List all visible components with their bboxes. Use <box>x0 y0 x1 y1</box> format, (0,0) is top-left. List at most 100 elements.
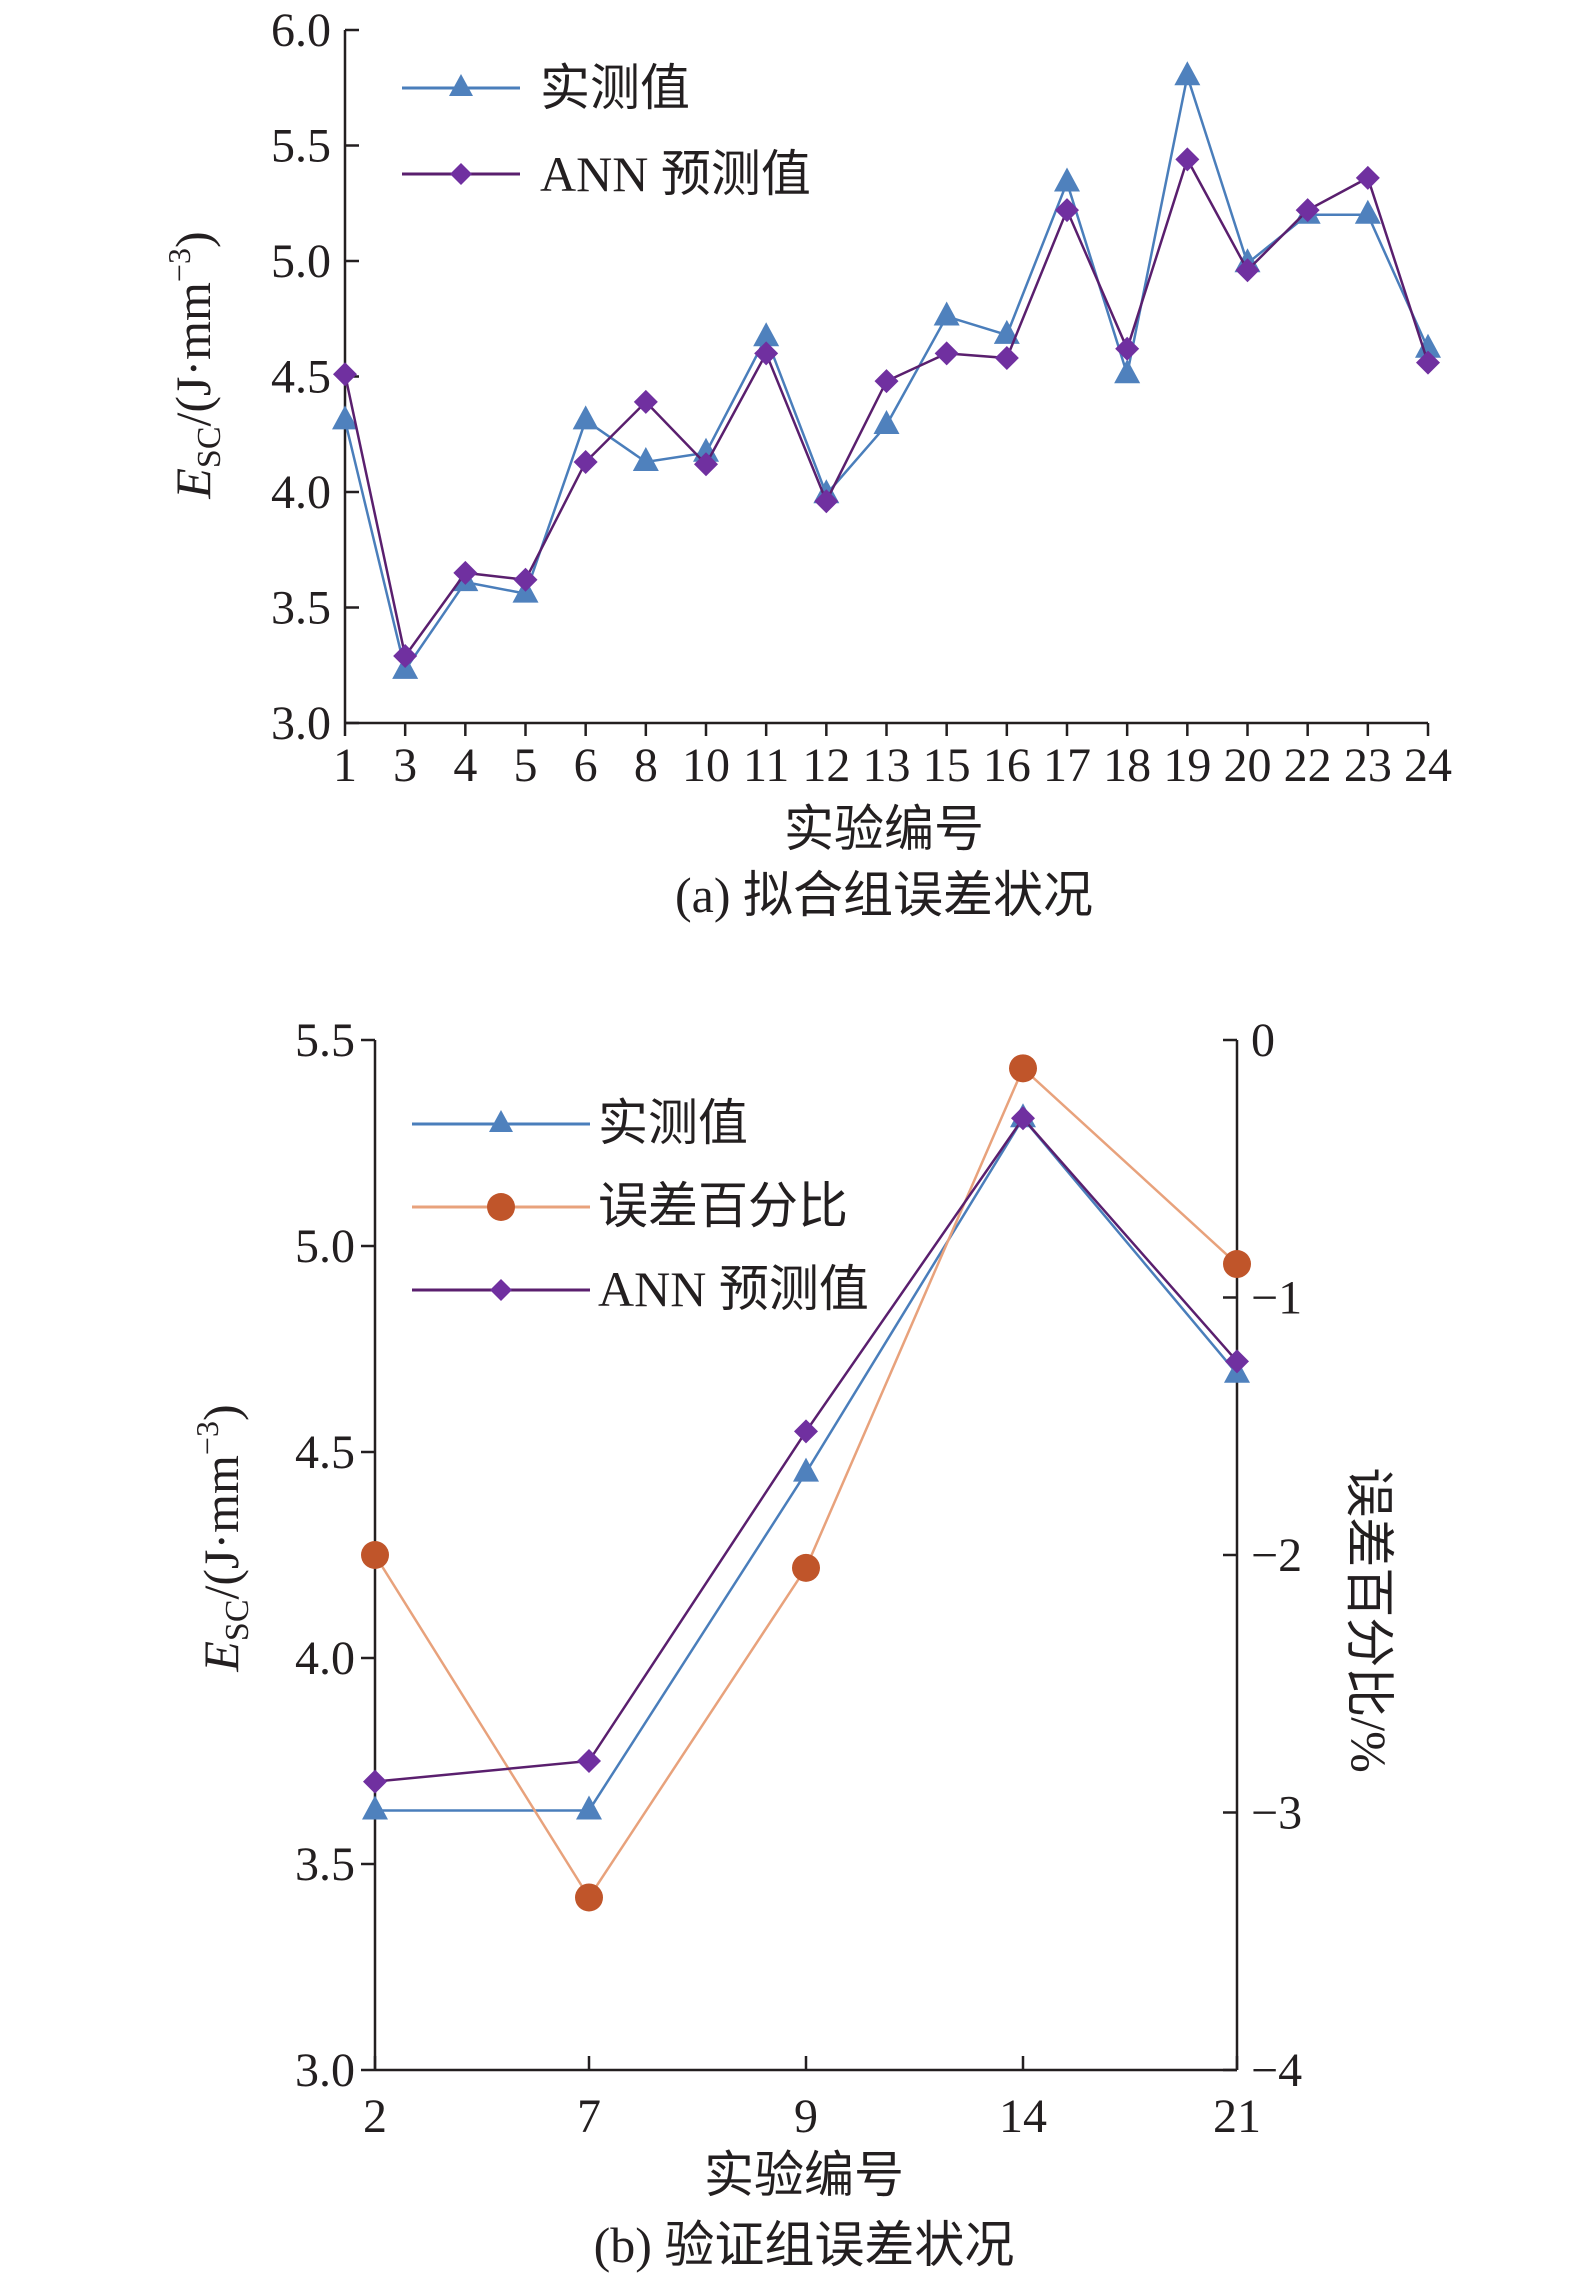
data-point <box>363 1769 387 1794</box>
data-point <box>1354 199 1381 224</box>
y-tick-label: 5.5 <box>271 120 331 173</box>
data-point <box>632 446 659 471</box>
data-point <box>572 405 599 430</box>
x-tick-label: 18 <box>1103 739 1151 792</box>
legend-item-ann-predicted: ANN 预测值 <box>402 146 811 202</box>
x-tick-label: 2 <box>363 2090 387 2143</box>
chart-b-legend: 实测值 误差百分比 ANN 预测值 <box>412 1095 869 1317</box>
data-point <box>792 1553 820 1582</box>
data-point <box>753 322 780 347</box>
chart-a-legend: 实测值 ANN 预测值 <box>402 60 811 202</box>
data-point <box>1235 258 1260 283</box>
data-point <box>1175 147 1200 172</box>
data-point <box>794 1419 818 1444</box>
y-tick-label: 4.0 <box>295 1632 355 1685</box>
data-point <box>576 1795 602 1820</box>
legend-item-measured: 实测值 <box>402 60 690 116</box>
y-tick-label: 4.5 <box>295 1426 355 1479</box>
y2-tick-label: −3 <box>1251 1787 1302 1840</box>
series-error-percent <box>361 1054 1251 1912</box>
x-tick-label: 8 <box>634 739 658 792</box>
data-point <box>1011 1106 1035 1131</box>
data-point <box>453 560 478 585</box>
y-tick-label: 3.5 <box>295 1838 355 1891</box>
chart-validation-group: 3.0 3.5 4.0 4.5 5.0 5.5 −4 −3 −2 −1 0 2 7 9 14 21 实测值 误… <box>189 1014 1397 2273</box>
x-tick-label: 9 <box>794 2090 818 2143</box>
data-point <box>754 341 779 366</box>
chart-a-axes: 3.03.54.04.55.05.56.01 3 4 5 6 8 10 11 12 13 15 16 1… <box>271 4 1452 792</box>
x-tick-label: 5 <box>514 739 538 792</box>
data-point <box>1009 1054 1037 1083</box>
y-tick-label: 5.0 <box>295 1220 355 1273</box>
series-ann-predicted <box>363 1106 1249 1794</box>
y-tick-label: 4.5 <box>271 351 331 404</box>
x-tick-label: 24 <box>1404 739 1452 792</box>
legend-item-ann-predicted: ANN 预测值 <box>412 1261 869 1317</box>
data-point <box>1054 167 1080 192</box>
y2-tick-label: −1 <box>1251 1272 1302 1325</box>
data-point <box>633 389 658 414</box>
chart-b-caption: (b) 验证组误差状况 <box>594 2217 1015 2273</box>
x-tick-label: 6 <box>574 739 598 792</box>
legend-label-ann-predicted: ANN 预测值 <box>540 146 811 202</box>
x-tick-label: 22 <box>1284 739 1332 792</box>
data-point <box>361 1541 389 1569</box>
data-point <box>333 362 357 387</box>
data-point <box>1416 350 1440 375</box>
x-tick-label: 20 <box>1224 739 1272 792</box>
data-point <box>693 437 719 462</box>
x-tick-label: 1 <box>333 739 357 792</box>
legend-item-error-percent: 误差百分比 <box>412 1178 848 1234</box>
data-point <box>332 405 358 430</box>
data-point <box>1174 61 1201 86</box>
chart-b-y2-axis-title: 误差百分比/% <box>1341 1467 1397 1773</box>
y-tick-label: 4.0 <box>271 466 331 519</box>
data-point <box>362 1795 388 1820</box>
y-tick-label: 3.5 <box>271 582 331 635</box>
x-tick-label: 7 <box>577 2090 601 2143</box>
data-point <box>874 369 899 394</box>
x-tick-label: 21 <box>1213 2090 1261 2143</box>
y2-tick-label: −4 <box>1251 2044 1302 2097</box>
data-point <box>1055 198 1079 223</box>
data-point <box>934 341 959 366</box>
x-tick-label: 11 <box>743 739 789 792</box>
chart-a-series <box>332 61 1441 679</box>
chart-a-caption: (a) 拟合组误差状况 <box>675 867 1093 923</box>
x-tick-label: 4 <box>453 739 477 792</box>
data-point <box>1225 1349 1249 1374</box>
data-point <box>1114 359 1141 384</box>
y-tick-label: 5.5 <box>295 1014 355 1067</box>
x-tick-label: 14 <box>999 2090 1047 2143</box>
chart-b-x-axis-title: 实验编号 <box>704 2147 904 2203</box>
y2-tick-label: −2 <box>1251 1529 1302 1582</box>
series-line <box>343 156 1430 660</box>
data-point <box>1295 198 1320 223</box>
x-tick-label: 16 <box>983 739 1031 792</box>
data-point <box>814 489 839 514</box>
chart-a-y-axis-title: ESC/(J·mm−3) <box>161 231 228 499</box>
x-tick-label: 12 <box>802 739 850 792</box>
y-tick-label: 3.0 <box>271 697 331 750</box>
legend-label-error-percent: 误差百分比 <box>598 1178 848 1234</box>
data-point <box>513 567 538 592</box>
x-tick-label: 23 <box>1344 739 1392 792</box>
x-tick-label: 19 <box>1163 739 1211 792</box>
y2-tick-label: 0 <box>1251 1014 1275 1067</box>
data-point <box>994 346 1019 371</box>
chart-a-x-axis-title: 实验编号 <box>784 801 984 857</box>
data-point <box>793 1457 819 1482</box>
data-point <box>993 319 1020 344</box>
chart-fitting-group: 3.03.54.04.55.05.56.01 3 4 5 6 8 10 11 12 13 15 16 1… <box>161 4 1452 923</box>
data-point <box>1115 336 1140 361</box>
x-tick-label: 17 <box>1043 739 1091 792</box>
data-point <box>577 1749 601 1773</box>
legend-label-measured: 实测值 <box>598 1095 748 1151</box>
chart-b-axes: 3.0 3.5 4.0 4.5 5.0 5.5 −4 −3 −2 −1 0 2 7 9 14 21 <box>295 1014 1302 2143</box>
data-point <box>873 410 900 435</box>
y-tick-label: 3.0 <box>295 2044 355 2097</box>
y-tick-label: 6.0 <box>271 4 331 57</box>
data-point <box>1355 165 1380 190</box>
legend-label-ann-predicted: ANN 预测值 <box>598 1261 869 1317</box>
